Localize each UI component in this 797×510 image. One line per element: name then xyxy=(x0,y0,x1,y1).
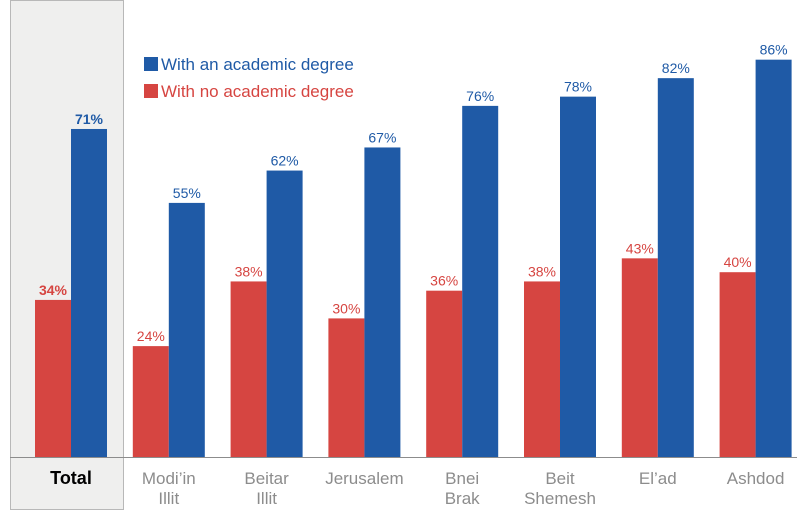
bar-degree-6 xyxy=(657,78,694,457)
bar-degree-1 xyxy=(168,202,205,457)
bar-no-degree-5 xyxy=(524,281,560,457)
x-tick-label-line: Shemesh xyxy=(524,489,596,508)
x-tick-label-2: Beitar Illit xyxy=(244,469,289,508)
x-tick-label-1: Modi’in Illit xyxy=(142,469,196,508)
label-degree-5: 78% xyxy=(564,79,592,95)
bars-group xyxy=(35,59,792,458)
bar-degree-4 xyxy=(462,105,499,457)
bar-degree-5 xyxy=(560,96,596,457)
bar-no-degree-1 xyxy=(132,346,169,457)
bar-degree-0 xyxy=(71,128,107,458)
legend-label-1: With an academic degree xyxy=(161,55,354,74)
x-tick-label-line: El’ad xyxy=(639,469,677,488)
label-no-degree-4: 36% xyxy=(430,273,458,289)
bar-no-degree-3 xyxy=(328,318,365,457)
label-no-degree-2: 38% xyxy=(235,263,263,279)
legend-swatch-0 xyxy=(144,84,158,98)
bar-no-degree-7 xyxy=(719,272,756,457)
bar-degree-7 xyxy=(755,59,792,458)
label-no-degree-7: 40% xyxy=(724,254,752,270)
bar-no-degree-4 xyxy=(426,290,463,457)
label-no-degree-3: 30% xyxy=(332,300,360,316)
x-tick-label-line: Ashdod xyxy=(727,469,785,488)
label-degree-2: 62% xyxy=(271,153,299,169)
x-tick-label-line: Modi’in xyxy=(142,469,196,488)
bar-no-degree-2 xyxy=(230,281,267,457)
label-degree-7: 86% xyxy=(760,42,788,58)
label-degree-3: 67% xyxy=(368,129,396,145)
x-tick-label-6: El’ad xyxy=(639,469,677,488)
bar-no-degree-0 xyxy=(35,299,71,457)
x-tick-label-7: Ashdod xyxy=(727,469,785,488)
bar-no-degree-6 xyxy=(621,258,658,457)
x-tick-label-line: Jerusalem xyxy=(325,469,403,488)
x-tick-label-line: Total xyxy=(50,468,92,488)
bar-degree-3 xyxy=(364,147,401,457)
label-degree-4: 76% xyxy=(466,88,494,104)
label-no-degree-5: 38% xyxy=(528,263,556,279)
x-tick-label-line: Illit xyxy=(256,489,277,508)
x-tick-label-0: Total xyxy=(50,468,92,488)
bar-degree-2 xyxy=(266,170,303,457)
label-no-degree-0: 34% xyxy=(39,282,68,298)
legend: With an academic degree With no academic … xyxy=(144,55,354,101)
x-tick-label-3: Jerusalem xyxy=(325,469,403,488)
x-tick-label-line: Beit xyxy=(545,469,575,488)
x-tick-label-line: Brak xyxy=(445,489,480,508)
x-tick-label-line: Illit xyxy=(158,489,179,508)
legend-swatch-1 xyxy=(144,57,158,71)
label-degree-6: 82% xyxy=(662,60,690,76)
label-no-degree-6: 43% xyxy=(626,240,654,256)
label-degree-1: 55% xyxy=(173,185,201,201)
x-tick-label-line: Beitar xyxy=(244,469,289,488)
x-tick-label-line: Bnei xyxy=(445,469,479,488)
legend-label-0: With no academic degree xyxy=(161,82,354,101)
data-labels-group: 34% 71% 24% 55% 38% 62% 30% 67% 36% 76% 38% 78% 43% 8… xyxy=(39,42,788,344)
x-tick-label-5: Beit Shemesh xyxy=(524,469,596,508)
label-no-degree-1: 24% xyxy=(137,328,165,344)
label-degree-0: 71% xyxy=(75,111,104,127)
x-tick-label-4: Bnei Brak xyxy=(445,469,480,508)
